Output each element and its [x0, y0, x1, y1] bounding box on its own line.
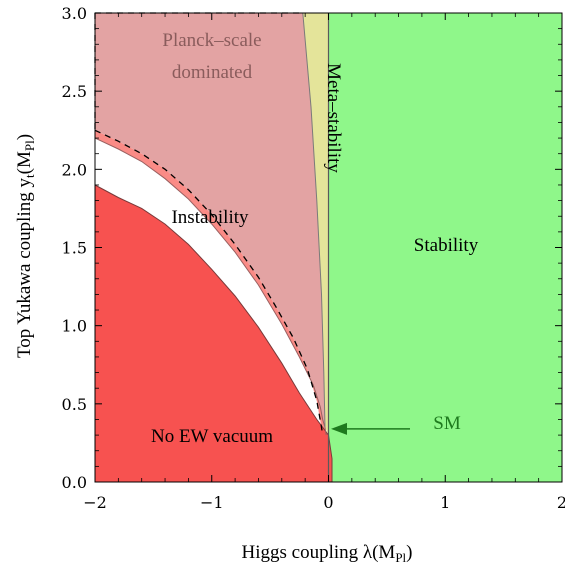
- labels-layer: Planck–scale dominated Instability Stabi…: [14, 30, 479, 565]
- y-axis-title-end: ): [14, 134, 35, 140]
- x-tick-label: 2: [557, 493, 565, 512]
- region-label-stability: Stability: [414, 235, 479, 256]
- y-axis-title: Top Yukawa coupling yt(MPl): [14, 134, 37, 358]
- region-no-ew-vacuum: [95, 185, 332, 482]
- x-axis-title-end: ): [406, 542, 412, 563]
- region-label-instability: Instability: [171, 207, 249, 228]
- ticks-layer: −2 −1 0 1 2 0.0 0.5 1.0 1.5 2.0 2.5 3.0: [62, 4, 565, 512]
- x-axis-title-main: Higgs coupling λ(M: [242, 542, 396, 563]
- x-tick-label: 1: [440, 493, 450, 512]
- y-tick-label: 1.5: [62, 239, 87, 258]
- y-axis-title-mid: (M: [14, 151, 35, 174]
- x-tick-label: −2: [83, 493, 107, 512]
- boundary-instability: [94, 137, 327, 436]
- boundary-planck-dashed: [94, 129, 324, 436]
- x-tick-label: 0: [323, 493, 333, 512]
- y-axis-title-main: Top Yukawa coupling y: [14, 178, 35, 359]
- y-tick-label: 2.0: [62, 160, 87, 179]
- region-label-planck-line1: Planck–scale: [162, 30, 261, 51]
- boundary-planck-right: [302, 12, 326, 428]
- boundary-no-ew: [94, 184, 333, 482]
- region-label-planck-line2: dominated: [172, 62, 253, 83]
- region-label-no-ew-vacuum: No EW vacuum: [151, 426, 273, 447]
- x-axis-title: Higgs coupling λ(MPl): [242, 542, 413, 565]
- regions-layer: [95, 13, 562, 482]
- sm-arrow-head: [330, 422, 347, 435]
- region-stability: [328, 13, 562, 482]
- region-planck-dominated: [95, 13, 325, 436]
- region-metastability: [302, 13, 329, 436]
- x-axis-title-sub: Pl: [395, 550, 406, 565]
- y-tick-label: 1.0: [62, 317, 87, 336]
- y-tick-label: 0.5: [62, 395, 87, 414]
- x-tick-label: −1: [200, 493, 224, 512]
- y-tick-label: 2.5: [62, 82, 87, 101]
- region-label-metastability: Meta–stability: [323, 63, 344, 173]
- y-axis-title-sub-t: t: [22, 174, 37, 178]
- y-axis-title-sub: Pl: [22, 140, 37, 151]
- y-tick-label: 3.0: [62, 4, 87, 23]
- sm-label: SM: [433, 413, 461, 434]
- y-tick-label: 0.0: [62, 473, 87, 492]
